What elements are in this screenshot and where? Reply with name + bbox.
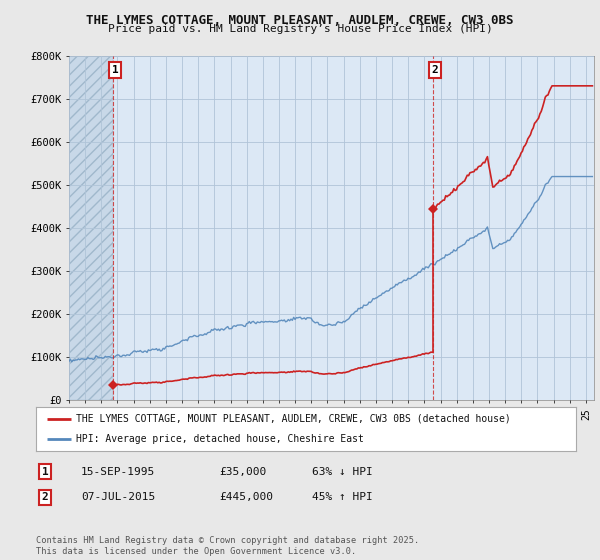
Text: HPI: Average price, detached house, Cheshire East: HPI: Average price, detached house, Ches…: [77, 434, 364, 444]
Text: THE LYMES COTTAGE, MOUNT PLEASANT, AUDLEM, CREWE, CW3 0BS: THE LYMES COTTAGE, MOUNT PLEASANT, AUDLE…: [86, 14, 514, 27]
Text: 63% ↓ HPI: 63% ↓ HPI: [312, 466, 373, 477]
Text: 1: 1: [41, 466, 49, 477]
Text: Price paid vs. HM Land Registry’s House Price Index (HPI): Price paid vs. HM Land Registry’s House …: [107, 24, 493, 34]
Bar: [69, 56, 113, 400]
Text: 15-SEP-1995: 15-SEP-1995: [81, 466, 155, 477]
Text: 07-JUL-2015: 07-JUL-2015: [81, 492, 155, 502]
Text: £445,000: £445,000: [219, 492, 273, 502]
Text: 2: 2: [41, 492, 49, 502]
Text: £35,000: £35,000: [219, 466, 266, 477]
Text: 45% ↑ HPI: 45% ↑ HPI: [312, 492, 373, 502]
Text: THE LYMES COTTAGE, MOUNT PLEASANT, AUDLEM, CREWE, CW3 0BS (detached house): THE LYMES COTTAGE, MOUNT PLEASANT, AUDLE…: [77, 414, 511, 424]
Text: 1: 1: [112, 65, 119, 75]
Text: 2: 2: [432, 65, 439, 75]
Text: Contains HM Land Registry data © Crown copyright and database right 2025.
This d: Contains HM Land Registry data © Crown c…: [36, 536, 419, 556]
Bar: [69, 56, 113, 400]
